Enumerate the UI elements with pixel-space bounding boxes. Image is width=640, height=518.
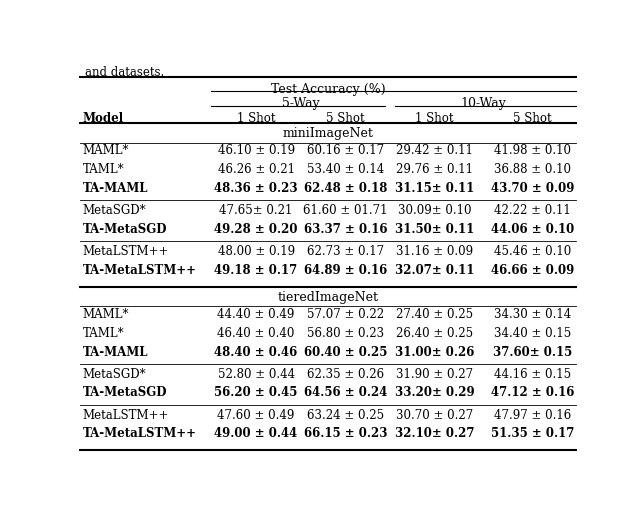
Text: Test Accuracy (%): Test Accuracy (%)	[271, 82, 385, 96]
Text: 5 Shot: 5 Shot	[326, 112, 365, 125]
Text: TA-MetaSGD: TA-MetaSGD	[83, 386, 167, 399]
Text: miniImageNet: miniImageNet	[283, 127, 373, 140]
Text: 37.60± 0.15: 37.60± 0.15	[493, 346, 572, 358]
Text: 46.66 ± 0.09: 46.66 ± 0.09	[491, 264, 574, 277]
Text: 1 Shot: 1 Shot	[415, 112, 454, 125]
Text: MetaSGD*: MetaSGD*	[83, 204, 146, 217]
Text: MetaLSTM++: MetaLSTM++	[83, 245, 169, 258]
Text: 62.48 ± 0.18: 62.48 ± 0.18	[303, 182, 387, 195]
Text: TAML*: TAML*	[83, 327, 124, 340]
Text: 46.26 ± 0.21: 46.26 ± 0.21	[218, 163, 294, 176]
Text: TA-MetaLSTM++: TA-MetaLSTM++	[83, 427, 196, 440]
Text: 44.16 ± 0.15: 44.16 ± 0.15	[494, 368, 571, 381]
Text: 1 Shot: 1 Shot	[237, 112, 275, 125]
Text: 63.24 ± 0.25: 63.24 ± 0.25	[307, 409, 384, 422]
Text: 5-Way: 5-Way	[282, 97, 319, 110]
Text: 10-Way: 10-Way	[460, 97, 506, 110]
Text: 34.40 ± 0.15: 34.40 ± 0.15	[494, 327, 572, 340]
Text: 60.40 ± 0.25: 60.40 ± 0.25	[303, 346, 387, 358]
Text: tieredImageNet: tieredImageNet	[278, 291, 378, 304]
Text: 47.60 ± 0.49: 47.60 ± 0.49	[218, 409, 295, 422]
Text: TA-MAML: TA-MAML	[83, 182, 148, 195]
Text: 57.07 ± 0.22: 57.07 ± 0.22	[307, 308, 384, 321]
Text: 29.42 ± 0.11: 29.42 ± 0.11	[396, 145, 473, 157]
Text: TA-MetaLSTM++: TA-MetaLSTM++	[83, 264, 196, 277]
Text: 34.30 ± 0.14: 34.30 ± 0.14	[494, 308, 572, 321]
Text: 49.00 ± 0.44: 49.00 ± 0.44	[214, 427, 298, 440]
Text: 43.70 ± 0.09: 43.70 ± 0.09	[491, 182, 574, 195]
Text: 56.20 ± 0.45: 56.20 ± 0.45	[214, 386, 298, 399]
Text: 31.90 ± 0.27: 31.90 ± 0.27	[396, 368, 473, 381]
Text: 53.40 ± 0.14: 53.40 ± 0.14	[307, 163, 384, 176]
Text: 51.35 ± 0.17: 51.35 ± 0.17	[491, 427, 574, 440]
Text: 30.70 ± 0.27: 30.70 ± 0.27	[396, 409, 473, 422]
Text: 62.73 ± 0.17: 62.73 ± 0.17	[307, 245, 384, 258]
Text: 49.18 ± 0.17: 49.18 ± 0.17	[214, 264, 298, 277]
Text: TA-MAML: TA-MAML	[83, 346, 148, 358]
Text: 49.28 ± 0.20: 49.28 ± 0.20	[214, 223, 298, 236]
Text: 27.40 ± 0.25: 27.40 ± 0.25	[396, 308, 473, 321]
Text: MetaSGD*: MetaSGD*	[83, 368, 146, 381]
Text: 64.56 ± 0.24: 64.56 ± 0.24	[303, 386, 387, 399]
Text: 47.97 ± 0.16: 47.97 ± 0.16	[494, 409, 572, 422]
Text: 42.22 ± 0.11: 42.22 ± 0.11	[494, 204, 571, 217]
Text: 61.60 ± 01.71: 61.60 ± 01.71	[303, 204, 388, 217]
Text: 44.06 ± 0.10: 44.06 ± 0.10	[491, 223, 574, 236]
Text: 5 Shot: 5 Shot	[513, 112, 552, 125]
Text: MAML*: MAML*	[83, 308, 129, 321]
Text: 48.40 ± 0.46: 48.40 ± 0.46	[214, 346, 298, 358]
Text: 56.80 ± 0.23: 56.80 ± 0.23	[307, 327, 384, 340]
Text: 46.10 ± 0.19: 46.10 ± 0.19	[218, 145, 294, 157]
Text: 33.20± 0.29: 33.20± 0.29	[395, 386, 474, 399]
Text: 48.00 ± 0.19: 48.00 ± 0.19	[218, 245, 294, 258]
Text: 32.07± 0.11: 32.07± 0.11	[395, 264, 474, 277]
Text: 48.36 ± 0.23: 48.36 ± 0.23	[214, 182, 298, 195]
Text: MetaLSTM++: MetaLSTM++	[83, 409, 169, 422]
Text: 62.35 ± 0.26: 62.35 ± 0.26	[307, 368, 384, 381]
Text: 31.00± 0.26: 31.00± 0.26	[395, 346, 474, 358]
Text: 44.40 ± 0.49: 44.40 ± 0.49	[218, 308, 295, 321]
Text: 64.89 ± 0.16: 64.89 ± 0.16	[304, 264, 387, 277]
Text: 30.09± 0.10: 30.09± 0.10	[398, 204, 472, 217]
Text: 26.40 ± 0.25: 26.40 ± 0.25	[396, 327, 473, 340]
Text: 60.16 ± 0.17: 60.16 ± 0.17	[307, 145, 384, 157]
Text: 32.10± 0.27: 32.10± 0.27	[395, 427, 474, 440]
Text: Model: Model	[83, 112, 124, 125]
Text: and datasets.: and datasets.	[85, 66, 164, 79]
Text: 63.37 ± 0.16: 63.37 ± 0.16	[303, 223, 387, 236]
Text: 47.12 ± 0.16: 47.12 ± 0.16	[491, 386, 574, 399]
Text: TA-MetaSGD: TA-MetaSGD	[83, 223, 167, 236]
Text: 31.15± 0.11: 31.15± 0.11	[395, 182, 474, 195]
Text: 47.65± 0.21: 47.65± 0.21	[220, 204, 292, 217]
Text: TAML*: TAML*	[83, 163, 124, 176]
Text: 36.88 ± 0.10: 36.88 ± 0.10	[494, 163, 571, 176]
Text: 46.40 ± 0.40: 46.40 ± 0.40	[218, 327, 295, 340]
Text: MAML*: MAML*	[83, 145, 129, 157]
Text: 29.76 ± 0.11: 29.76 ± 0.11	[396, 163, 473, 176]
Text: 45.46 ± 0.10: 45.46 ± 0.10	[494, 245, 572, 258]
Text: 66.15 ± 0.23: 66.15 ± 0.23	[303, 427, 387, 440]
Text: 52.80 ± 0.44: 52.80 ± 0.44	[218, 368, 294, 381]
Text: 41.98 ± 0.10: 41.98 ± 0.10	[494, 145, 571, 157]
Text: 31.50± 0.11: 31.50± 0.11	[395, 223, 474, 236]
Text: 31.16 ± 0.09: 31.16 ± 0.09	[396, 245, 473, 258]
